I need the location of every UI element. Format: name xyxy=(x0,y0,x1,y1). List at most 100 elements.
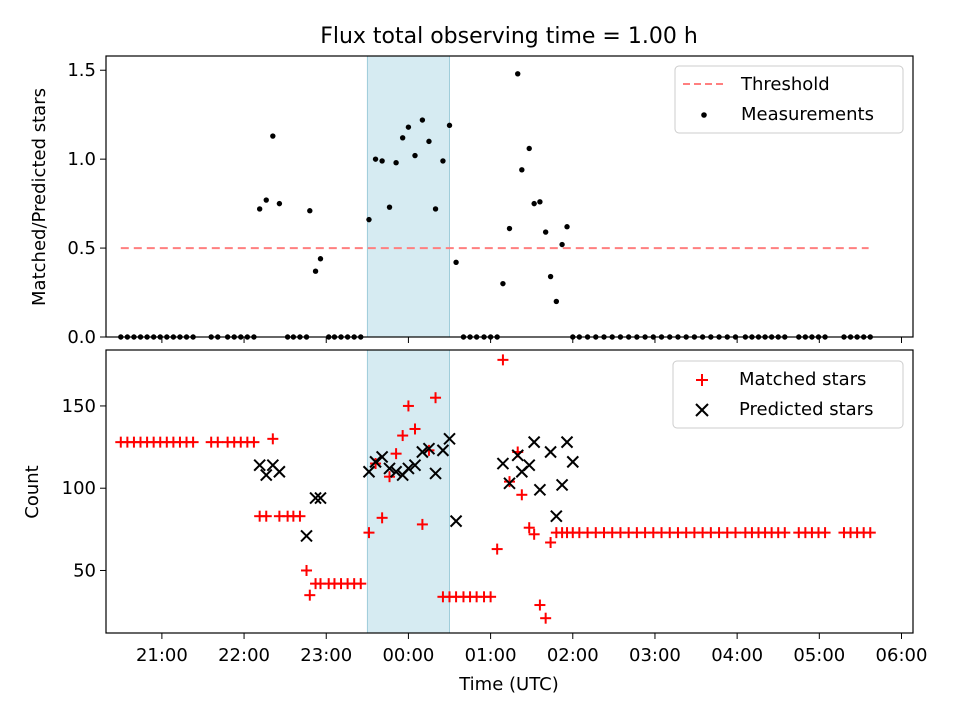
predicted-star-point xyxy=(527,435,541,449)
bottom-y-axis-label: Count xyxy=(22,465,43,518)
matched-star-point xyxy=(545,537,557,549)
measurement-point xyxy=(386,204,393,210)
bottom-xtick-label: 05:00 xyxy=(793,645,845,666)
measurement-point xyxy=(393,160,399,166)
measurement-point xyxy=(405,124,412,130)
matched-star-point xyxy=(304,589,316,601)
measurement-point xyxy=(419,117,426,123)
bottom-xtick-label: 06:00 xyxy=(876,645,928,666)
panel-counts: 50 100 150 21:00 22:00 23:00 00:00 01:00 02:00 0… xyxy=(22,349,928,695)
matched-star-point xyxy=(516,489,528,501)
bottom-plot-frame xyxy=(105,349,914,634)
measurement-point xyxy=(500,280,506,287)
bottom-observing-window-span xyxy=(366,349,450,634)
matched-star-point xyxy=(729,527,741,539)
predicted-star-point xyxy=(383,462,396,475)
matched-star-point xyxy=(384,471,396,483)
predicted-star-point xyxy=(362,465,376,478)
bottom-xtick-label: 02:00 xyxy=(547,645,599,666)
measurement-point xyxy=(506,225,513,232)
bottom-xtick-label: 03:00 xyxy=(629,645,681,666)
matched-star-point xyxy=(540,612,552,624)
matched-star-point xyxy=(301,564,313,576)
top-ytick-label: 0.5 xyxy=(67,238,96,259)
predicted-star-point xyxy=(443,432,456,446)
bottom-legend: Matched stars Predicted stars xyxy=(672,360,904,429)
predicted-star-point xyxy=(550,509,563,523)
legend-threshold-label: Threshold xyxy=(740,74,830,95)
bottom-ytick-label: 150 xyxy=(62,396,96,417)
matched-star-point xyxy=(779,527,791,539)
measurement-point xyxy=(399,135,406,141)
matched-star-point xyxy=(370,458,382,470)
panel-ratio: Flux total observing time = 1.00 h 0.0 0.… xyxy=(29,24,914,348)
legend-measurements-label: Measurements xyxy=(741,104,874,125)
measurement-point xyxy=(564,224,570,230)
top-plot-frame xyxy=(105,55,914,338)
top-legend: Threshold Measurements xyxy=(674,65,904,134)
predicted-star-point xyxy=(402,462,415,475)
measurement-point xyxy=(515,71,521,77)
measurement-point xyxy=(446,122,453,129)
bottom-xtick-label: 23:00 xyxy=(300,645,352,666)
matched-star-point xyxy=(504,476,515,488)
matched-star-point xyxy=(397,430,409,442)
matched-star-point xyxy=(294,510,306,522)
bottom-xtick-label: 04:00 xyxy=(711,645,763,666)
matched-star-point xyxy=(212,436,224,448)
matched-star-point xyxy=(864,527,876,539)
predicted-star-point xyxy=(555,478,569,492)
predicted-star-point xyxy=(566,455,579,469)
predicted-star-point xyxy=(422,442,436,455)
top-legend-box xyxy=(674,65,904,134)
measurement-point xyxy=(276,200,283,207)
top-y-axis-label: Matched/Predicted stars xyxy=(29,88,50,306)
measurement-point xyxy=(526,145,532,152)
measurement-point xyxy=(440,158,446,164)
measurement-point xyxy=(263,197,269,203)
matched-star-point xyxy=(409,423,421,435)
predicted-star-point xyxy=(429,467,442,480)
predicted-star-point xyxy=(523,458,536,472)
predicted-star-point xyxy=(314,491,327,505)
matched-star-point xyxy=(416,518,428,530)
measurement-point xyxy=(531,200,537,207)
top-ytick-label: 1.0 xyxy=(67,149,96,170)
bottom-xtick-label: 21:00 xyxy=(136,645,188,666)
predicted-star-point xyxy=(369,455,382,469)
predicted-star-point xyxy=(273,465,286,478)
x-axis-label: Time (UTC) xyxy=(458,674,559,695)
top-observing-window-span xyxy=(366,55,450,338)
measurement-point xyxy=(307,208,313,214)
predicted-star-point xyxy=(253,458,266,472)
bottom-xtick-label: 00:00 xyxy=(382,645,434,666)
matched-star-point xyxy=(497,354,509,366)
matched-star-point xyxy=(390,448,402,460)
measurement-point xyxy=(317,256,324,262)
matched-star-point xyxy=(491,543,503,555)
matched-star-point xyxy=(187,436,199,448)
predicted-star-point xyxy=(449,514,463,528)
matched-star-point xyxy=(534,599,546,611)
legend-measurements-swatch xyxy=(701,112,707,118)
legend-predicted-label: Predicted stars xyxy=(739,399,873,420)
measurement-point xyxy=(537,199,543,205)
matched-star-point xyxy=(248,436,260,448)
matched-star-point xyxy=(376,512,388,524)
measurement-point xyxy=(542,229,549,235)
predicted-star-point xyxy=(436,444,450,457)
chart-title: Flux total observing time = 1.00 h xyxy=(320,24,698,49)
measurement-point xyxy=(553,298,560,305)
bottom-legend-box xyxy=(672,360,904,429)
measurement-point xyxy=(256,206,263,212)
measurement-point xyxy=(372,156,379,162)
measurement-point xyxy=(547,273,554,280)
bottom-ytick-label: 50 xyxy=(73,560,96,581)
predicted-star-point xyxy=(389,465,403,478)
legend-matched-label: Matched stars xyxy=(739,369,866,390)
bottom-xtick-label: 01:00 xyxy=(465,645,517,666)
predicted-star-point xyxy=(375,450,389,464)
measurement-point xyxy=(366,216,372,223)
legend-matched-swatch xyxy=(696,374,708,386)
matched-star-point xyxy=(528,528,540,540)
